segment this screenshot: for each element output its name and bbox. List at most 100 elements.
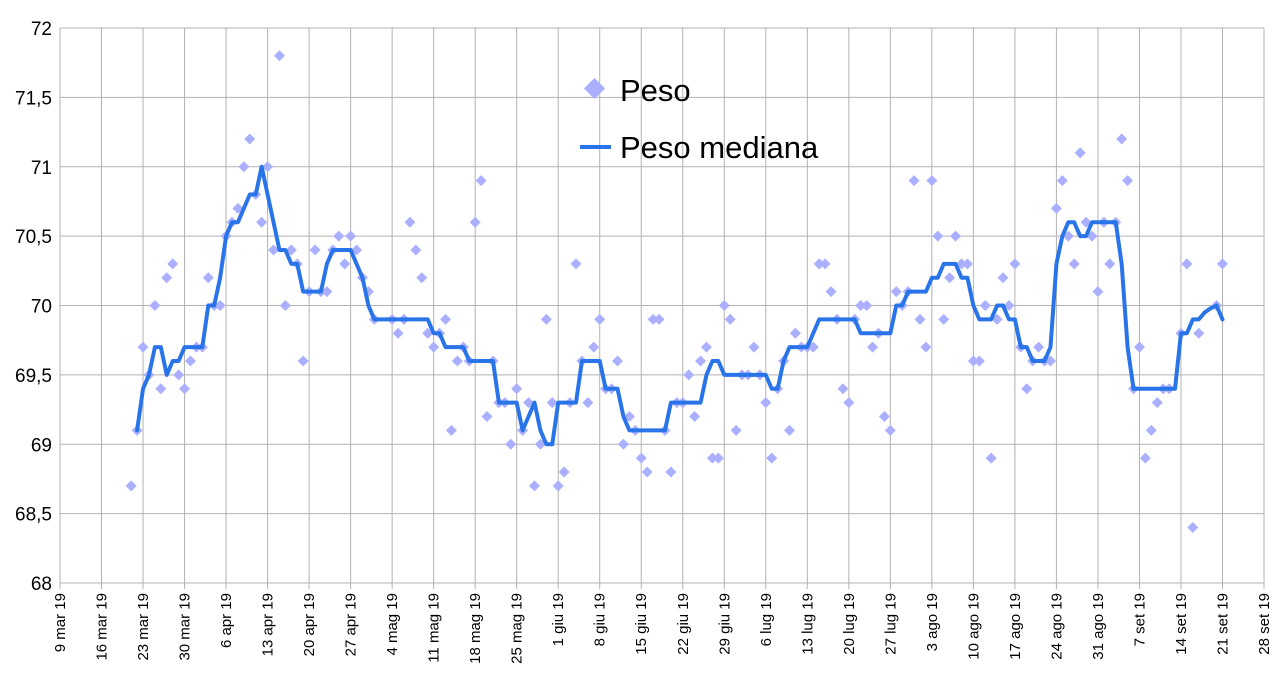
data-point-peso xyxy=(641,466,653,478)
data-point-peso xyxy=(475,175,487,187)
data-point-peso xyxy=(179,383,191,395)
data-point-peso xyxy=(546,397,558,409)
y-tick-label: 72 xyxy=(31,19,52,40)
data-point-peso xyxy=(1133,341,1145,353)
data-point-peso xyxy=(748,341,760,353)
data-point-peso xyxy=(1009,258,1021,270)
x-tick-label: 13 apr 19 xyxy=(260,593,277,656)
data-point-peso xyxy=(706,452,718,464)
y-tick-label: 69 xyxy=(31,435,52,456)
data-point-peso xyxy=(428,341,440,353)
data-point-peso xyxy=(730,424,742,436)
data-point-peso xyxy=(825,286,837,298)
data-point-peso xyxy=(167,258,179,270)
x-tick-label: 30 mar 19 xyxy=(177,593,194,661)
data-point-peso xyxy=(967,355,979,367)
data-point-peso xyxy=(505,438,517,450)
data-point-peso xyxy=(1050,202,1062,214)
data-point-peso xyxy=(440,313,452,325)
series-peso-mediana-line-group xyxy=(135,164,1225,447)
data-point-peso xyxy=(718,300,730,311)
data-point-peso xyxy=(404,216,416,228)
data-point-peso xyxy=(926,175,938,187)
data-point-peso xyxy=(997,272,1009,284)
data-point-peso xyxy=(558,466,570,478)
data-point-peso xyxy=(1216,258,1228,270)
data-point-peso xyxy=(1116,133,1128,145)
data-point-peso xyxy=(1193,327,1205,339)
data-point-peso xyxy=(760,397,772,409)
x-tick-label: 9 mar 19 xyxy=(52,593,69,652)
data-point-peso xyxy=(333,230,345,242)
data-point-peso xyxy=(979,300,991,311)
x-tick-label: 29 giu 19 xyxy=(716,593,733,655)
data-point-peso xyxy=(570,258,582,270)
y-tick-label: 71 xyxy=(31,158,52,179)
x-tick-label: 24 ago 19 xyxy=(1048,593,1065,660)
data-point-peso xyxy=(297,355,309,367)
legend-marker-peso xyxy=(583,77,606,100)
x-tick-label: 7 set 19 xyxy=(1131,593,1148,646)
x-tick-label: 15 giu 19 xyxy=(633,593,650,655)
x-tick-label: 11 mag 19 xyxy=(426,593,443,663)
data-point-peso xyxy=(279,300,291,311)
data-point-peso xyxy=(961,258,973,270)
data-point-peso xyxy=(944,272,956,284)
x-tick-label: 31 ago 19 xyxy=(1090,593,1107,660)
data-point-peso xyxy=(617,438,629,450)
data-point-peso xyxy=(689,411,701,422)
data-point-peso xyxy=(837,383,849,395)
data-point-peso xyxy=(594,313,606,325)
data-point-peso xyxy=(1033,341,1045,353)
data-point-peso xyxy=(1056,175,1068,187)
data-point-peso xyxy=(1145,424,1157,436)
y-tick-label: 70,5 xyxy=(15,227,52,248)
x-tick-label: 13 lug 19 xyxy=(799,593,816,655)
data-point-peso xyxy=(416,272,428,284)
data-point-peso xyxy=(635,452,647,464)
data-point-peso xyxy=(309,244,321,256)
y-tick-label: 68,5 xyxy=(15,505,52,526)
x-tick-label: 20 apr 19 xyxy=(301,593,318,656)
data-point-peso xyxy=(647,313,659,325)
data-point-peso xyxy=(273,50,285,62)
data-point-peso xyxy=(878,411,890,422)
data-point-peso xyxy=(884,424,896,436)
data-point-peso xyxy=(683,369,695,381)
data-point-peso xyxy=(268,244,280,256)
legend: Peso Peso mediana xyxy=(580,73,819,165)
y-tick-label: 69,5 xyxy=(15,366,52,387)
data-point-peso xyxy=(843,397,855,409)
y-tick-labels: 68 68,5 69 69,5 70 70,5 71 71,5 72 xyxy=(15,19,52,595)
legend-label-peso-mediana: Peso mediana xyxy=(620,130,819,165)
x-tick-label: 8 giu 19 xyxy=(592,593,609,646)
data-point-peso xyxy=(813,258,825,270)
data-point-peso xyxy=(451,355,463,367)
data-point-peso xyxy=(695,355,707,367)
data-point-peso xyxy=(392,327,404,339)
data-point-peso xyxy=(908,175,920,187)
data-point-peso xyxy=(155,383,167,395)
data-point-peso xyxy=(1021,383,1033,395)
data-point-peso xyxy=(469,216,481,228)
data-point-peso xyxy=(540,313,552,325)
data-point-peso xyxy=(161,272,173,284)
data-point-peso xyxy=(244,133,256,145)
data-point-peso xyxy=(528,480,540,492)
data-point-peso xyxy=(938,313,950,325)
data-point-peso xyxy=(914,313,926,325)
data-point-peso xyxy=(137,341,149,353)
x-tick-label: 17 ago 19 xyxy=(1007,593,1024,660)
data-point-peso xyxy=(511,383,523,395)
data-point-peso xyxy=(410,244,422,256)
data-point-peso xyxy=(582,397,594,409)
data-point-peso xyxy=(202,272,214,284)
x-tick-label: 23 mar 19 xyxy=(135,593,152,661)
x-tick-label: 10 ago 19 xyxy=(965,593,982,660)
data-point-peso xyxy=(973,355,985,367)
data-point-peso xyxy=(1092,286,1104,298)
data-point-peso xyxy=(262,161,274,173)
data-point-peso xyxy=(932,230,944,242)
data-point-peso xyxy=(950,230,962,242)
data-point-peso xyxy=(256,216,268,228)
